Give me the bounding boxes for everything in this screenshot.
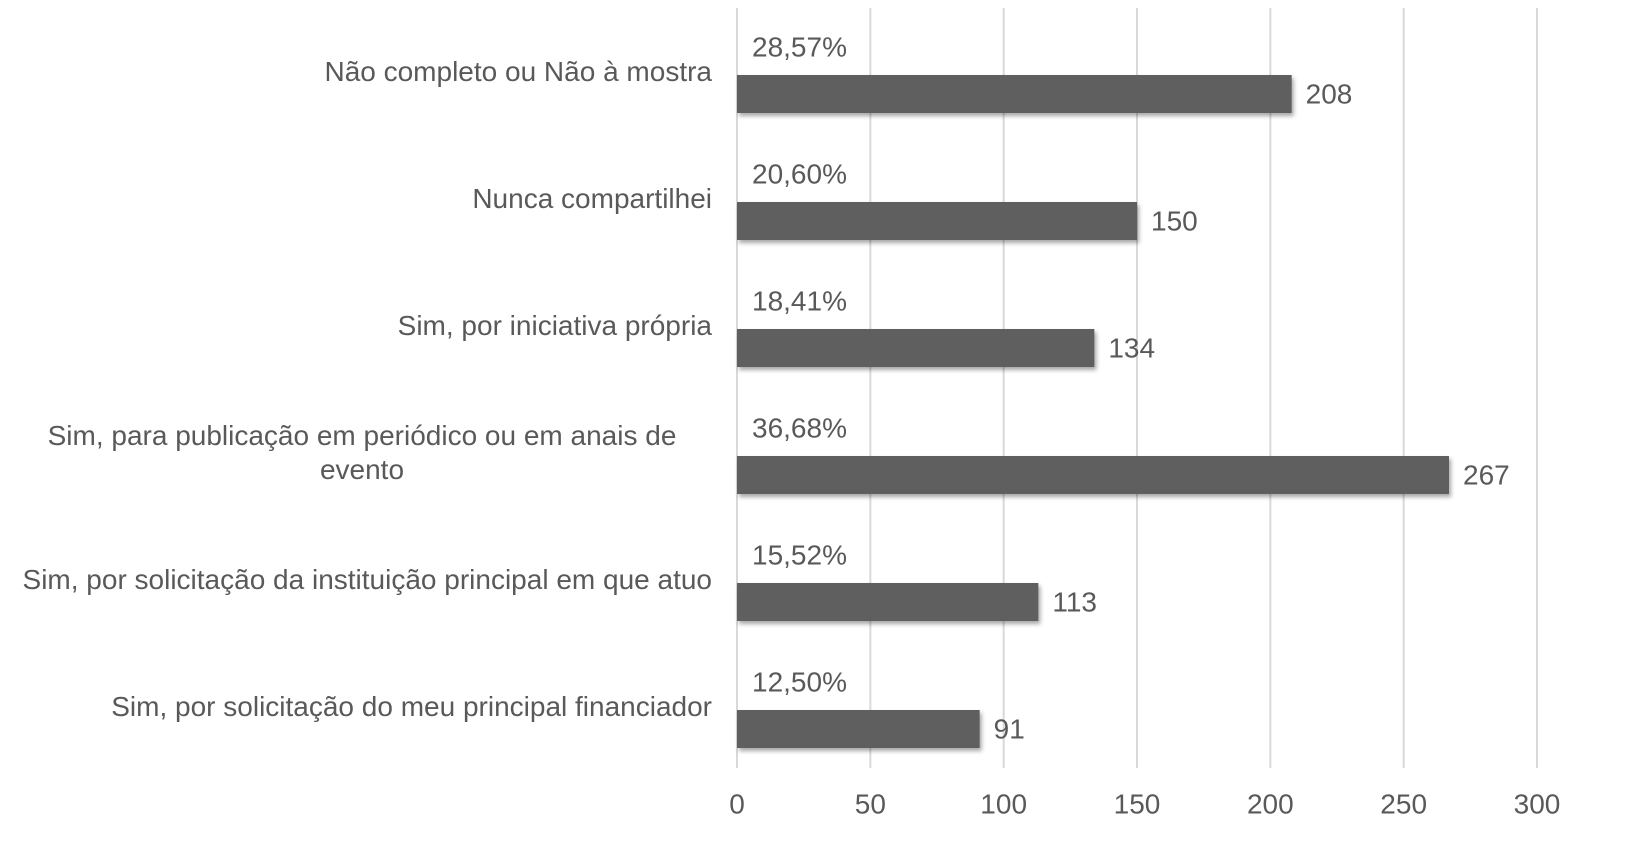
- category-label: Sim, por iniciativa própria: [397, 310, 712, 341]
- category-label: Não completo ou Não à mostra: [324, 56, 712, 87]
- bar: [737, 329, 1095, 367]
- category-label: Sim, por solicitação da instituição prin…: [22, 564, 712, 595]
- bar: [737, 202, 1137, 240]
- percent-label: 36,68%: [752, 412, 847, 443]
- percent-label: 28,57%: [752, 31, 847, 62]
- percent-label: 18,41%: [752, 285, 847, 316]
- percent-label: 20,60%: [752, 158, 847, 189]
- value-label: 150: [1151, 205, 1198, 236]
- bar: [737, 75, 1292, 113]
- x-tick-label: 0: [729, 788, 745, 819]
- x-tick-label: 100: [980, 788, 1027, 819]
- bar: [737, 456, 1449, 494]
- value-label: 267: [1463, 459, 1510, 490]
- value-label: 113: [1052, 586, 1097, 617]
- x-tick-label: 250: [1380, 788, 1427, 819]
- x-tick-label: 200: [1247, 788, 1294, 819]
- percent-label: 15,52%: [752, 539, 847, 570]
- value-label: 134: [1108, 332, 1155, 363]
- value-label: 208: [1306, 78, 1353, 109]
- x-tick-label: 50: [855, 788, 886, 819]
- bar: [737, 583, 1039, 621]
- category-label: Nunca compartilhei: [472, 183, 712, 214]
- percent-label: 12,50%: [752, 666, 847, 697]
- value-label: 91: [994, 713, 1025, 744]
- x-tick-label: 150: [1114, 788, 1161, 819]
- bar: [737, 710, 980, 748]
- category-label: Sim, para publicação em periódico ou em …: [47, 420, 677, 485]
- category-label: Sim, por solicitação do meu principal fi…: [111, 691, 712, 722]
- x-tick-label: 300: [1514, 788, 1561, 819]
